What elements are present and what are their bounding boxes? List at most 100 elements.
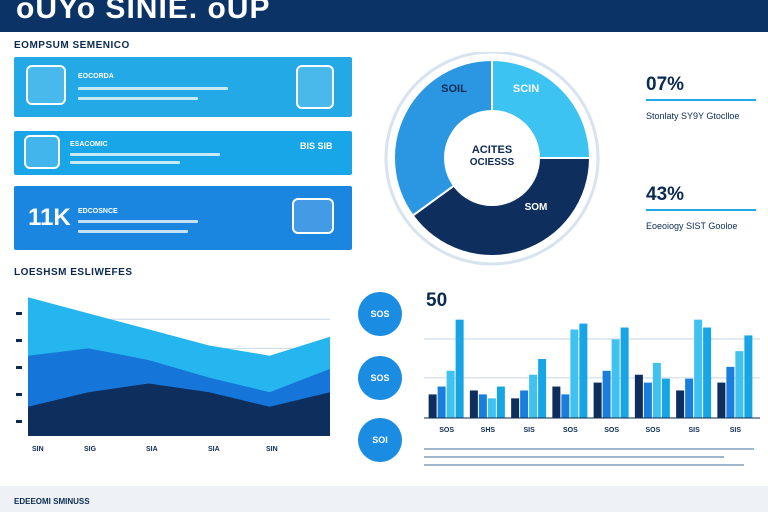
- bar-x-tick: SIS: [730, 427, 742, 434]
- area-y-tick: [16, 366, 22, 369]
- area-y-tick: [16, 312, 22, 315]
- metric-circle-3: SOI: [358, 418, 402, 462]
- bar-Q06-s2: [643, 382, 652, 418]
- card-heading: EOCORDA: [78, 73, 114, 80]
- text-line: [70, 153, 220, 156]
- info-card-1[interactable]: EOCORDA: [14, 57, 352, 117]
- bar-chart-title: 50: [426, 290, 447, 311]
- bar-Q06-s3: [652, 362, 661, 418]
- donut-label-top-right: SCIN: [513, 83, 539, 95]
- text-line: [78, 220, 198, 223]
- bar-Q04-s3: [570, 329, 579, 418]
- bar-Q08-s2: [726, 366, 735, 418]
- bar-Q01-s4: [455, 319, 464, 418]
- footnote-line: [424, 448, 754, 450]
- donut-chart: ACITES OCIESSS SOIL SCIN SOM: [384, 52, 600, 266]
- area-y-tick: [16, 420, 22, 423]
- shield-icon: [296, 65, 334, 109]
- info-card-3[interactable]: 11K EDCOSNCE: [14, 186, 352, 250]
- card-heading: EDCOSNCE: [78, 208, 118, 215]
- card-heading: ESACOMIC: [70, 141, 108, 148]
- bar-x-tick: SHS: [481, 427, 496, 434]
- bar-Q08-s3: [735, 351, 744, 418]
- area-x-tick: SIA: [208, 446, 220, 453]
- stat-percent: 07%: [646, 74, 685, 95]
- donut-segment-2: [411, 157, 592, 257]
- bar-x-tick: SIS: [523, 427, 535, 434]
- metric-circle-1: SOS: [358, 292, 402, 336]
- area-x-tick: SIN: [32, 446, 44, 453]
- bar-Q01-s3: [446, 370, 455, 418]
- bar-Q07-s3: [694, 319, 703, 418]
- stat-block-1: 07% Stonlaty SY9Y Gtoclloe: [646, 74, 758, 121]
- footnote-line: [424, 464, 744, 466]
- bar-Q07-s1: [676, 390, 685, 418]
- bar-chart: 50 SOS SHS SIS SOS SOS SOS SIS SIS: [424, 290, 760, 434]
- donut-label-bottom-right: SOM: [525, 202, 548, 213]
- bar-Q08-s4: [744, 335, 753, 418]
- area-chart: [16, 297, 330, 436]
- bar-Q05-s3: [611, 339, 620, 418]
- monitor-icon: [292, 198, 334, 234]
- stat-percent: 43%: [646, 184, 685, 205]
- bar-Q02-s2: [478, 394, 487, 418]
- section-title-top: EOMPSUM SEMENICO: [14, 40, 130, 51]
- stat-label: Eoeoiogy SIST Gooloe: [646, 221, 738, 231]
- bar-Q07-s4: [703, 327, 712, 418]
- bar-Q02-s1: [469, 390, 478, 418]
- bar-Q06-s4: [661, 378, 670, 418]
- card-big-value: 11K: [28, 204, 71, 231]
- donut-ring: [384, 52, 600, 266]
- footer-text: EDEEOMI SMINUSS: [14, 497, 90, 506]
- section-title-bottom: LOESHSM ESLIWEFES: [14, 267, 133, 278]
- area-series-3: [28, 383, 330, 436]
- bar-Q02-s4: [496, 386, 505, 418]
- donut-hole: [444, 110, 540, 206]
- bar-Q04-s4: [579, 323, 588, 418]
- bar-x-tick: SOS: [645, 427, 660, 434]
- footer-bar: EDEEOMI SMINUSS: [0, 486, 768, 512]
- donut-segment-3: [393, 58, 493, 218]
- info-card-2[interactable]: ESACOMIC BIS SIB: [14, 131, 352, 175]
- server-icon: [24, 135, 60, 169]
- bar-Q03-s1: [511, 398, 520, 418]
- stat-bar: [646, 209, 756, 211]
- card-metric: BIS SIB: [300, 141, 333, 151]
- text-line: [78, 97, 198, 100]
- bar-Q04-s1: [552, 386, 561, 418]
- donut-center-label-2: OCIESSS: [470, 157, 515, 168]
- bar-Q08-s1: [717, 382, 726, 418]
- donut-label-top-left: SOIL: [441, 83, 467, 95]
- text-line: [70, 161, 180, 164]
- text-line: [78, 230, 188, 233]
- metric-circle-2: SOS: [358, 356, 402, 400]
- bar-Q04-s2: [561, 394, 570, 418]
- area-y-tick: [16, 339, 22, 342]
- bar-Q01-s1: [428, 394, 437, 418]
- footnote-line: [424, 456, 724, 458]
- stat-bar: [646, 99, 756, 101]
- bar-Q05-s4: [620, 327, 629, 418]
- document-icon: [26, 65, 66, 105]
- bar-x-tick: SOS: [604, 427, 619, 434]
- bar-Q07-s2: [685, 378, 694, 418]
- bar-Q05-s2: [602, 370, 611, 418]
- bar-Q01-s2: [437, 386, 446, 418]
- bar-x-tick: SIS: [688, 427, 700, 434]
- bar-x-tick: SOS: [563, 427, 578, 434]
- area-x-tick: SIA: [146, 446, 158, 453]
- bar-Q05-s1: [593, 382, 602, 418]
- stat-block-2: 43% Eoeoiogy SIST Gooloe: [646, 184, 758, 231]
- page-title: oUYo SINIE. oUP: [16, 0, 271, 25]
- stat-label: Stonlaty SY9Y Gtoclloe: [646, 111, 740, 121]
- bar-Q03-s4: [538, 359, 547, 418]
- header-bar: oUYo SINIE. oUP: [0, 0, 768, 32]
- area-x-tick: SIG: [84, 446, 97, 453]
- bar-Q03-s3: [529, 374, 538, 418]
- area-y-tick: [16, 393, 22, 396]
- bar-Q03-s2: [520, 390, 529, 418]
- area-x-tick: SIN: [266, 446, 278, 453]
- bar-x-tick: SOS: [439, 427, 454, 434]
- bar-Q02-s3: [487, 398, 496, 418]
- text-line: [78, 87, 228, 90]
